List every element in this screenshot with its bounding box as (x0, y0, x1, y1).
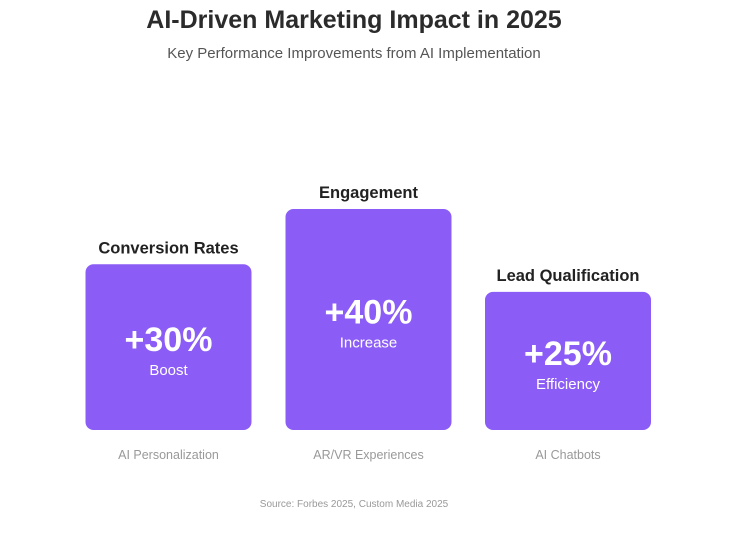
bar-title-3: Lead Qualification (496, 267, 639, 285)
bar-value-label-3: +25% (524, 335, 612, 373)
bar-caption-1: Boost (149, 362, 188, 379)
bar-caption-2: Increase (340, 335, 398, 352)
bar-title-2: Engagement (319, 184, 419, 202)
bar-value-label-2: +40% (325, 294, 413, 332)
bar-caption-3: Efficiency (536, 376, 600, 393)
bar-title-1: Conversion Rates (98, 239, 238, 257)
bar-2 (285, 209, 452, 430)
category-label-2: AR/VR Experiences (313, 448, 423, 462)
category-label-3: AI Chatbots (535, 448, 600, 462)
source-note: Source: Forbes 2025, Custom Media 2025 (259, 499, 449, 510)
bar-1 (85, 264, 252, 430)
bar-value-label-1: +30% (125, 321, 213, 359)
chart-subtitle: Key Performance Improvements from AI Imp… (167, 45, 541, 62)
bar-3 (485, 291, 651, 430)
chart-title: AI-Driven Marketing Impact in 2025 (146, 6, 562, 34)
category-label-1: AI Personalization (118, 448, 219, 462)
